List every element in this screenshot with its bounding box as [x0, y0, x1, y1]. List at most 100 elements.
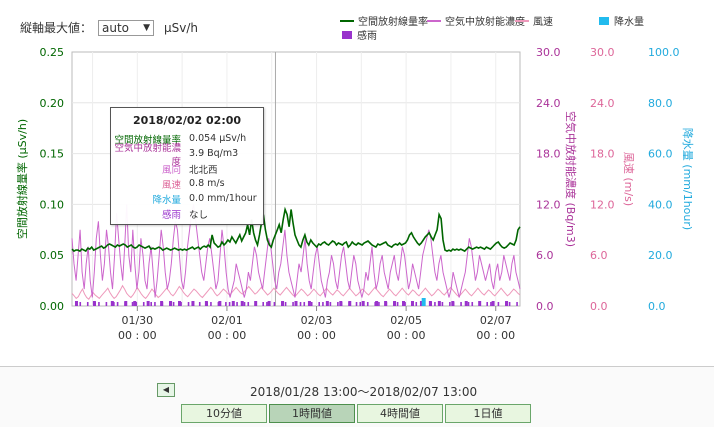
rain-marker	[142, 302, 145, 306]
rain-marker	[105, 302, 108, 306]
rain-marker	[393, 302, 395, 306]
y-tick-label: 0.25	[40, 46, 65, 59]
ymax-select[interactable]: auto ▼	[98, 19, 155, 36]
rain-marker	[361, 301, 365, 306]
grid-lines	[72, 52, 520, 306]
rain-marker	[430, 302, 432, 306]
y-axis-title: 空間放射線量率 (μSv/h)	[15, 119, 29, 239]
tooltip-row-label: 降水量	[152, 194, 181, 206]
x-tick-date: 02/01	[211, 314, 243, 327]
tooltip-row: 空気中放射能濃度 3.9 Bq/m3	[111, 143, 263, 168]
legend-item-wind[interactable]: 風速	[515, 13, 553, 28]
y-tick-label: 100.0	[648, 46, 680, 59]
chart-area[interactable]: 01/30 00 : 00 02/01 00 : 00 02/03 00 : 00 02/0…	[0, 0, 714, 366]
rain-marker	[491, 301, 495, 306]
rain-marker	[206, 302, 208, 306]
x-tick-date: 01/30	[121, 314, 153, 327]
rain-markers	[74, 298, 518, 306]
rain-marker	[110, 301, 114, 306]
tooltip-row: 空間放射線量率 0.054 μSv/h	[111, 131, 263, 146]
y-axis-title: 空気中放射能濃度 (Bq/m3)	[564, 111, 578, 247]
series-lines	[71, 204, 521, 300]
legend-item-air[interactable]: 空気中放射能濃度	[427, 13, 525, 28]
rain-marker	[254, 302, 257, 306]
rain-marker	[337, 302, 339, 306]
tooltip-title: 2018/02/02 02:00	[132, 114, 242, 127]
x-tick-date: 02/03	[301, 314, 333, 327]
rain-marker	[178, 301, 182, 306]
rain-marker	[419, 301, 423, 306]
rain-marker	[516, 302, 518, 306]
y-tick-label: 30.0	[590, 46, 615, 59]
tooltip-row-value: なし	[189, 209, 209, 221]
tooltip-row: 降水量 0.0 mm/1hour	[111, 191, 263, 206]
rain-marker	[449, 302, 451, 306]
legend-label: 風速	[533, 17, 553, 28]
rain-marker	[303, 302, 306, 306]
rain-marker	[486, 302, 488, 306]
rain-marker	[146, 301, 150, 306]
tab-interval-0[interactable]: 10分値	[181, 404, 267, 423]
rain-marker	[378, 302, 380, 306]
legend-label: 感雨	[357, 31, 377, 42]
rain-marker	[318, 302, 320, 306]
y-tick-label: 18.0	[536, 148, 561, 161]
y-tick-label: 60.0	[648, 148, 673, 161]
rain-marker	[218, 301, 222, 306]
rain-marker	[375, 301, 379, 306]
prev-period-button[interactable]: ◀	[157, 383, 175, 397]
rain-marker	[359, 302, 362, 306]
series-line-2	[71, 284, 521, 300]
rain-marker	[464, 301, 468, 306]
rain-marker	[154, 302, 156, 306]
rain-marker	[231, 301, 235, 306]
chevron-left-icon: ◀	[162, 385, 170, 394]
tooltip-row-value: 0.054 μSv/h	[189, 133, 247, 144]
axes: 01/30 00 : 00 02/01 00 : 00 02/03 00 : 00 02/0…	[15, 46, 695, 342]
legend-item-precip[interactable]: 降水量	[599, 13, 644, 28]
legend-item-dose[interactable]: 空間放射線量率	[340, 13, 428, 28]
rain-marker	[497, 302, 500, 306]
legend-item-rain[interactable]: 感雨	[342, 27, 377, 42]
legend-swatch	[599, 16, 609, 25]
y-tick-label: 30.0	[536, 46, 561, 59]
rain-marker	[437, 301, 441, 306]
interval-tabs: 10分値 1時間値 4時間値 1日値	[181, 404, 533, 423]
y-tick-label: 80.0	[648, 97, 673, 110]
rain-marker	[385, 302, 388, 306]
rain-marker	[348, 302, 350, 306]
x-tick-time: 00 : 00	[208, 329, 247, 342]
rain-marker	[294, 301, 298, 306]
legend-label: 空気中放射能濃度	[445, 17, 525, 28]
tooltip-row-value: 0.8 m/s	[189, 178, 225, 189]
rain-marker	[490, 302, 492, 306]
rain-marker	[180, 302, 182, 306]
rain-marker	[191, 302, 194, 306]
tab-interval-3[interactable]: 1日値	[445, 404, 531, 423]
x-tick-time: 00 : 00	[387, 329, 426, 342]
rain-marker	[460, 302, 462, 306]
tab-interval-1[interactable]: 1時間値	[269, 404, 355, 423]
tooltip-row-value: 0.0 mm/1hour	[189, 193, 257, 204]
rain-marker	[452, 302, 455, 306]
ymax-unit: μSv/h	[164, 20, 199, 35]
rain-marker	[98, 302, 100, 306]
y-tick-label: 40.0	[648, 198, 673, 211]
rain-marker	[240, 301, 244, 306]
rain-marker	[124, 302, 126, 306]
rain-marker	[266, 302, 268, 306]
rain-marker	[415, 302, 418, 306]
rain-marker	[228, 302, 231, 306]
rain-marker	[210, 302, 212, 306]
legend-swatch	[340, 19, 354, 22]
y-tick-label: 18.0	[590, 148, 615, 161]
x-tick-time: 00 : 00	[297, 329, 336, 342]
tab-interval-2[interactable]: 4時間値	[357, 404, 443, 423]
rain-marker	[505, 302, 507, 306]
x-tick-date: 02/07	[480, 314, 512, 327]
tooltip-rows: 空間放射線量率 0.054 μSv/h 空気中放射能濃度 3.9 Bq/m3 風向 北北西…	[111, 131, 263, 221]
series-line-0	[71, 206, 521, 253]
ymax-select-value: auto	[102, 20, 130, 35]
tooltip-row: 風速 0.8 m/s	[111, 176, 263, 191]
rain-marker	[133, 301, 137, 306]
